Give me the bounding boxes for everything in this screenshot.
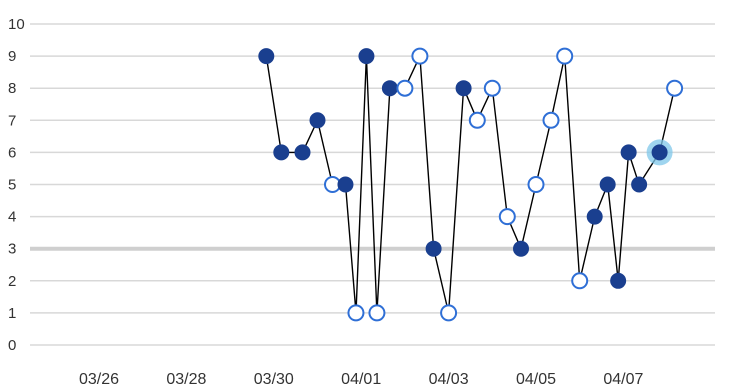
data-point-filled[interactable] <box>513 240 529 257</box>
data-point-filled[interactable] <box>309 112 326 129</box>
data-point-hollow[interactable] <box>542 111 560 129</box>
data-point-hollow[interactable] <box>368 304 386 322</box>
data-point-filled[interactable] <box>381 80 398 97</box>
y-tick-label: 8 <box>8 80 16 97</box>
y-tick-label: 0 <box>8 337 16 354</box>
data-point-filled[interactable] <box>586 208 603 225</box>
data-point-filled[interactable] <box>651 144 668 161</box>
x-tick-label: 04/05 <box>516 371 556 388</box>
data-point-hollow[interactable] <box>396 79 414 97</box>
data-point-hollow[interactable] <box>527 176 545 193</box>
data-point-filled[interactable] <box>610 272 627 289</box>
x-tick-label: 03/30 <box>254 371 294 388</box>
data-point-hollow[interactable] <box>347 304 365 322</box>
y-tick-label: 1 <box>8 305 16 322</box>
x-tick-label: 04/01 <box>341 371 381 388</box>
data-point-filled[interactable] <box>258 48 275 65</box>
y-tick-label: 2 <box>8 273 16 290</box>
y-tick-label: 10 <box>8 16 25 33</box>
data-point-filled[interactable] <box>599 176 616 193</box>
data-point-filled[interactable] <box>337 176 354 193</box>
data-point-hollow[interactable] <box>571 272 589 290</box>
y-tick-label: 6 <box>8 144 16 161</box>
y-tick-label: 5 <box>8 177 16 194</box>
data-point-hollow[interactable] <box>556 47 574 65</box>
data-point-filled[interactable] <box>358 48 375 65</box>
data-point-filled[interactable] <box>294 144 311 161</box>
data-point-hollow[interactable] <box>666 79 684 97</box>
data-point-filled[interactable] <box>631 176 648 193</box>
y-tick-label: 7 <box>8 112 16 129</box>
x-tick-label: 03/26 <box>79 371 119 388</box>
x-axis-ticks: 03/26 03/28 03/30 04/01 04/03 04/05 04/07 <box>79 371 644 388</box>
series-points <box>258 47 684 322</box>
data-point-hollow[interactable] <box>411 47 429 65</box>
x-tick-label: 04/03 <box>429 371 469 388</box>
data-point-hollow[interactable] <box>483 79 501 97</box>
y-tick-label: 4 <box>8 209 16 226</box>
data-point-filled[interactable] <box>425 240 442 257</box>
data-point-filled[interactable] <box>620 144 637 161</box>
data-point-hollow[interactable] <box>440 304 458 322</box>
data-point-hollow[interactable] <box>468 111 486 129</box>
x-tick-label: 03/28 <box>166 371 206 388</box>
y-tick-label: 9 <box>8 48 16 65</box>
y-axis-ticks: 0 1 2 3 4 5 6 7 8 9 10 <box>8 16 25 354</box>
data-point-hollow[interactable] <box>498 208 516 226</box>
data-point-filled[interactable] <box>273 144 290 161</box>
y-tick-label: 3 <box>8 241 16 258</box>
x-tick-label: 04/07 <box>603 371 643 388</box>
data-point-filled[interactable] <box>455 80 472 97</box>
